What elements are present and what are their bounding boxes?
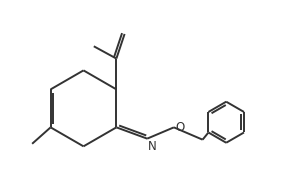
Text: O: O [175, 121, 184, 134]
Text: N: N [148, 140, 157, 153]
